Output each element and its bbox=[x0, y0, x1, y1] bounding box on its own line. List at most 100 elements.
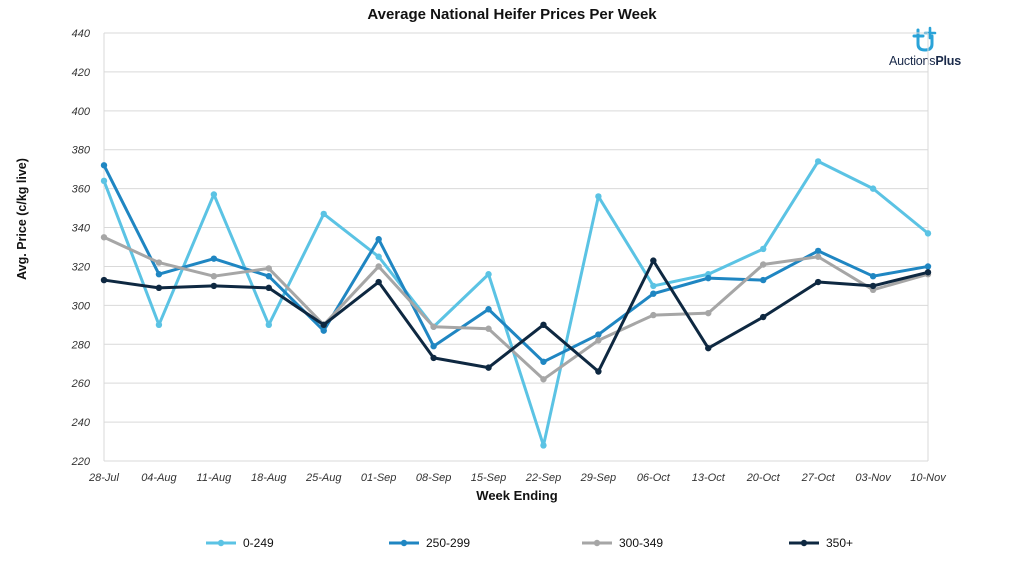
data-point bbox=[210, 272, 218, 280]
data-point bbox=[430, 323, 437, 330]
y-tick-label: 320 bbox=[72, 261, 91, 273]
x-tick-label: 25-Aug bbox=[305, 472, 342, 484]
data-point bbox=[155, 271, 163, 278]
chart-title: Average National Heifer Prices Per Week bbox=[367, 6, 657, 23]
data-point bbox=[705, 274, 712, 282]
data-point bbox=[595, 368, 602, 375]
data-point bbox=[760, 261, 767, 268]
series-line bbox=[102, 164, 929, 364]
x-tick-label: 13-Oct bbox=[692, 472, 726, 484]
data-point bbox=[760, 313, 767, 321]
data-point bbox=[650, 290, 657, 297]
x-tick-label: 15-Sep bbox=[471, 472, 506, 484]
series-0-249 bbox=[100, 158, 932, 449]
data-point bbox=[210, 282, 218, 290]
legend-swatch-icon bbox=[206, 539, 236, 547]
x-tick-label: 27-Oct bbox=[801, 472, 836, 484]
x-tick-label: 04-Aug bbox=[141, 472, 177, 484]
y-tick-label: 240 bbox=[71, 417, 91, 429]
data-point bbox=[485, 325, 492, 332]
y-tick-label: 400 bbox=[72, 106, 91, 118]
data-point bbox=[595, 337, 602, 344]
data-point bbox=[375, 278, 382, 286]
legend-label: 300-349 bbox=[619, 536, 664, 550]
x-axis-label: Week Ending bbox=[476, 488, 558, 503]
x-tick-label: 06-Oct bbox=[637, 472, 671, 484]
y-tick-label: 260 bbox=[71, 378, 91, 390]
data-point bbox=[924, 269, 932, 276]
x-tick-label: 28-Jul bbox=[88, 472, 120, 484]
series-line bbox=[103, 235, 929, 381]
data-point bbox=[265, 265, 272, 272]
data-point bbox=[595, 193, 602, 200]
logo-text: AuctionsPlus bbox=[889, 54, 961, 68]
series-300-349 bbox=[100, 234, 932, 383]
data-point bbox=[485, 364, 492, 371]
data-point bbox=[924, 230, 932, 237]
data-point bbox=[485, 306, 492, 313]
legend-label: 0-249 bbox=[243, 536, 274, 550]
y-tick-label: 280 bbox=[71, 339, 91, 351]
auctionsplus-logo: AuctionsPlus bbox=[880, 26, 970, 74]
y-tick-label: 360 bbox=[72, 184, 91, 196]
data-point bbox=[760, 245, 767, 253]
data-point bbox=[100, 162, 108, 169]
x-tick-label: 03-Nov bbox=[855, 472, 892, 484]
data-point bbox=[650, 311, 657, 319]
data-point bbox=[869, 272, 877, 280]
data-point bbox=[100, 276, 108, 284]
data-point bbox=[375, 263, 382, 270]
data-point bbox=[100, 177, 108, 185]
y-tick-label: 380 bbox=[72, 145, 91, 157]
y-tick-label: 220 bbox=[71, 456, 91, 468]
legend-item: 250-299 bbox=[388, 536, 470, 550]
data-point bbox=[705, 309, 712, 317]
legend-item: 300-349 bbox=[581, 536, 663, 550]
data-point bbox=[375, 253, 382, 260]
data-point bbox=[210, 255, 218, 262]
data-point bbox=[265, 321, 272, 329]
data-point bbox=[265, 272, 272, 280]
legend-swatch-icon bbox=[389, 539, 419, 547]
data-point bbox=[210, 191, 218, 198]
data-point bbox=[155, 259, 163, 266]
y-tick-label: 440 bbox=[72, 28, 91, 40]
series-line bbox=[102, 159, 929, 447]
data-point bbox=[320, 321, 327, 329]
legend: 0-249 250-299 300-349 350+ bbox=[0, 536, 1024, 556]
data-point bbox=[705, 344, 712, 352]
x-tick-label: 22-Sep bbox=[525, 472, 561, 484]
data-point bbox=[320, 210, 327, 218]
x-tick-label: 29-Sep bbox=[580, 472, 616, 484]
data-point bbox=[375, 236, 382, 243]
series-350+ bbox=[100, 257, 932, 375]
data-point bbox=[155, 321, 163, 329]
series-line bbox=[103, 259, 929, 374]
x-tick-label: 01-Sep bbox=[361, 472, 396, 484]
x-tick-label: 18-Aug bbox=[251, 472, 287, 484]
data-point bbox=[430, 343, 437, 350]
x-tick-label: 10-Nov bbox=[910, 472, 947, 484]
data-point bbox=[869, 185, 877, 192]
data-point bbox=[814, 158, 822, 165]
data-point bbox=[540, 442, 547, 449]
y-tick-label: 420 bbox=[72, 67, 91, 79]
data-point bbox=[265, 284, 272, 292]
y-tick-label: 300 bbox=[72, 300, 91, 312]
legend-item: 0-249 bbox=[205, 536, 274, 550]
data-point bbox=[595, 331, 602, 338]
x-tick-label: 08-Sep bbox=[416, 472, 451, 484]
data-point bbox=[100, 234, 108, 241]
series-250-299 bbox=[100, 162, 932, 365]
x-tick-label: 11-Aug bbox=[197, 472, 233, 484]
data-point bbox=[540, 358, 547, 365]
data-point bbox=[485, 271, 492, 278]
x-tick-label: 20-Oct bbox=[746, 472, 781, 484]
legend-label: 250-299 bbox=[426, 536, 471, 550]
data-point bbox=[430, 354, 437, 362]
data-point bbox=[540, 321, 547, 329]
data-point bbox=[540, 376, 547, 383]
data-point bbox=[814, 278, 822, 286]
